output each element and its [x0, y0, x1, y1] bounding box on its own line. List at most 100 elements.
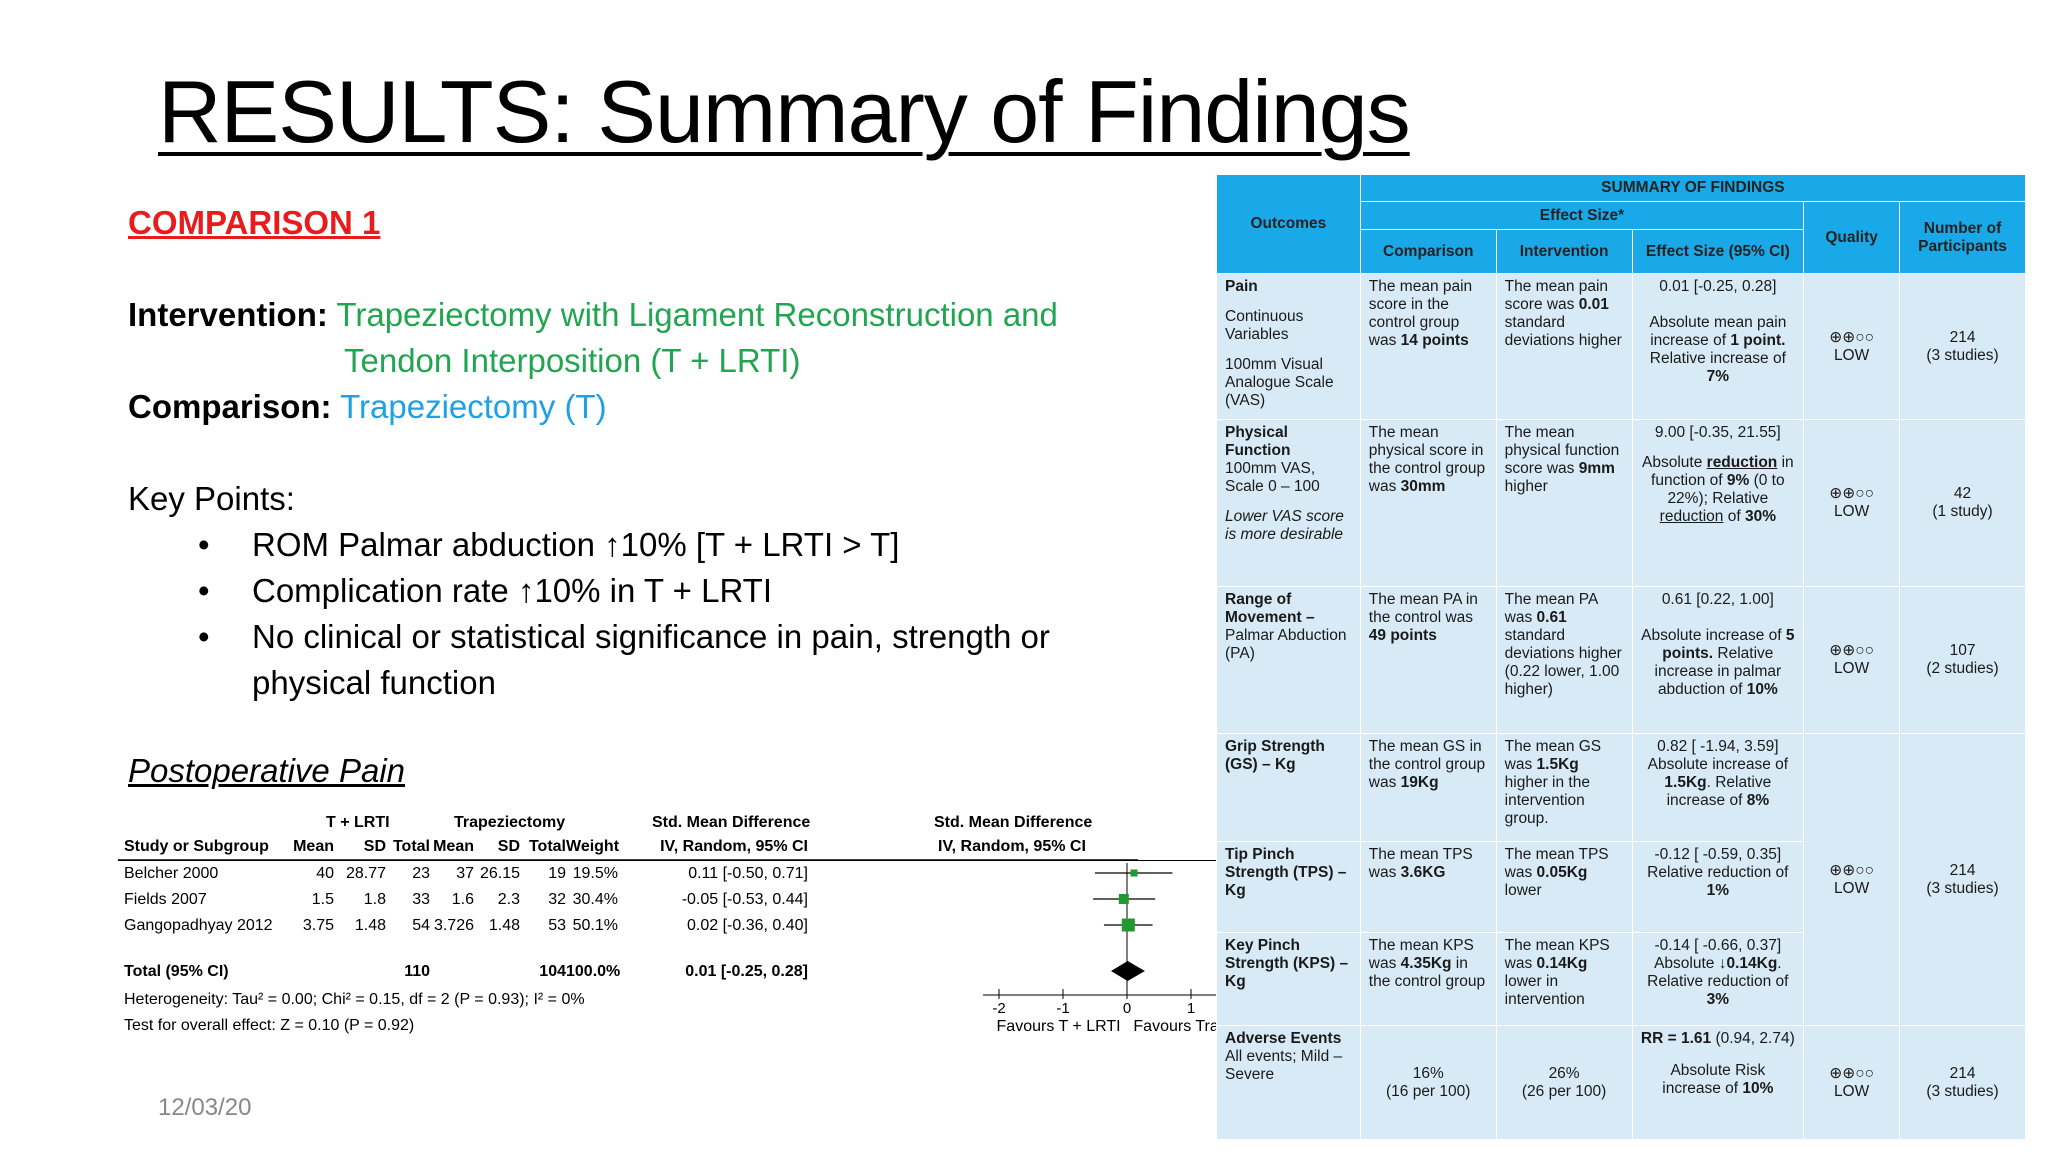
participants-count: 214 [1949, 328, 1976, 346]
effect-value: reduction [1706, 454, 1778, 472]
row-range-of-movement: Range of Movement – Palmar Abduction (PA)… [1216, 585, 2026, 735]
effect-ci: (0.94, 2.74) [1711, 1030, 1795, 1048]
intervention-header: Intervention [1495, 228, 1633, 275]
comparison-text: (16 per 100) [1385, 1082, 1471, 1100]
key-point: ROM Palmar abduction ↑10% [T + LRTI > T] [198, 522, 1188, 568]
studies-count: (3 studies) [1926, 879, 1999, 897]
col-weight: Weight [566, 838, 620, 855]
summary-of-findings-table: Outcomes SUMMARY OF FINDINGS Effect Size… [1216, 173, 2027, 1140]
effect-ci: 9.00 [-0.35, 21.55] [1654, 424, 1781, 442]
effect-value: 9% [1726, 472, 1750, 490]
participants-cell: 42 (1 study) [1899, 419, 2026, 587]
outcome-name: Tip Pinch Strength (TPS) – Kg [1225, 845, 1347, 899]
effect-value: 10% [1742, 1080, 1774, 1098]
outcome-name: Physical Function [1225, 424, 1291, 460]
quality-label: LOW [1833, 1082, 1870, 1100]
comparison-value: 49 points [1368, 626, 1437, 644]
key-points-label: Key Points: [128, 480, 295, 517]
axis-tick-label: -1 [1056, 1000, 1069, 1017]
effect-text: . Relative increase of [1666, 774, 1772, 810]
outcome-cell: Adverse Events All events; Mild – Severe [1216, 1025, 1361, 1140]
col-mean2: Mean [433, 838, 474, 855]
effect-value: 8% [1746, 792, 1770, 810]
effect-text: in function of [1651, 454, 1794, 490]
effect-value: 1.5Kg [1664, 774, 1707, 792]
effect-ci: 0.82 [ -1.94, 3.59] [1657, 738, 1779, 756]
row-ci: 0.11 [-0.50, 0.71] [688, 865, 808, 882]
effect-value: 1% [1706, 881, 1730, 899]
total-n2: 104 [539, 963, 566, 980]
effect-text: Absolute Risk increase of [1662, 1062, 1766, 1098]
outcome-cell: Pain Continuous Variables 100mm Visual Ana… [1216, 273, 1361, 421]
axis-tick-label: 1 [1187, 1000, 1195, 1017]
effect-cell: 0.61 [0.22, 1.00] Absolute increase of 5 … [1631, 585, 1805, 735]
comparison-heading: COMPARISON 1 [128, 204, 381, 241]
intervention-value: 26% [1548, 1064, 1580, 1082]
slide-date: 12/03/20 [158, 1094, 252, 1121]
effect-value: 3% [1706, 991, 1730, 1009]
forest-plot: T + LRTI Trapeziectomy Std. Mean Differe… [118, 805, 1300, 1055]
quality-cell: ⊕⊕○○ LOW [1803, 273, 1901, 421]
comparison-text: The mean physical score in the control g… [1368, 424, 1486, 496]
group1-header: T + LRTI [326, 814, 390, 831]
intervention-text: The mean GS was [1504, 738, 1602, 774]
heterogeneity-text: Heterogeneity: Tau² = 0.00; Chi² = 0.15,… [124, 991, 585, 1008]
effect-cell: 9.00 [-0.35, 21.55] Absolute reduction in… [1631, 419, 1805, 587]
col-sd2: SD [497, 838, 520, 855]
comparison-value: 30mm [1400, 478, 1446, 496]
studies-count: (3 studies) [1926, 346, 1999, 364]
intervention-value: 0.14Kg [1536, 955, 1588, 973]
total-label: Total (95% CI) [124, 963, 229, 980]
intervention-value: 9mm [1578, 460, 1615, 478]
comparison-text: The mean TPS was [1368, 845, 1473, 881]
participants-cell: 214 (3 studies) [1899, 273, 2026, 421]
key-points-list: ROM Palmar abduction ↑10% [T + LRTI > T]… [128, 522, 1188, 706]
row-weight: 19.5% [572, 865, 618, 882]
overall-effect-text: Test for overall effect: Z = 0.10 (P = 0… [124, 1017, 415, 1034]
comparison-text: in the control group [1368, 955, 1486, 991]
effect-text: . Relative reduction of [1647, 955, 1789, 991]
outcome-name: Adverse Events [1225, 1030, 1342, 1048]
quality-label: LOW [1833, 502, 1870, 520]
comparison-text: The mean GS in the control group was [1368, 738, 1486, 792]
intervention-cell: The mean GS was 1.5Kg higher in the inte… [1495, 733, 1633, 842]
comparison-value: 4.35Kg [1400, 955, 1452, 973]
effect-text: Absolute increase of [1647, 756, 1789, 774]
row-mean1: 3.75 [302, 917, 334, 934]
group2-header: Trapeziectomy [454, 814, 566, 831]
intervention-text: The mean physical function score was [1504, 424, 1620, 478]
point-estimate [1118, 894, 1129, 904]
row-total1: 33 [412, 891, 430, 908]
intervention-value: 0.01 [1578, 296, 1609, 314]
postoperative-pain-heading: Postoperative Pain [128, 752, 406, 789]
row-sd1: 28.77 [345, 865, 386, 882]
effect-header: Effect Size (95% CI) [1631, 228, 1805, 275]
smd-sub: IV, Random, 95% CI [660, 838, 808, 855]
outcomes-header: Outcomes [1216, 173, 1361, 275]
participants-cell: 214 (3 studies) [1899, 733, 2026, 1027]
quality-cell: ⊕⊕○○ LOW [1803, 585, 1901, 735]
studies-count: (2 studies) [1926, 659, 1999, 677]
outcome-name: Range of Movement – [1225, 590, 1315, 626]
point-estimate [1121, 918, 1135, 932]
row-mean1: 1.5 [311, 891, 334, 908]
total-ci: 0.01 [-0.25, 0.28] [685, 963, 808, 980]
comparison-label: Comparison: [128, 388, 332, 425]
effect-text: (0 to 22%); Relative [1667, 472, 1785, 508]
outcome-detail: 100mm Visual Analogue Scale (VAS) [1225, 356, 1334, 410]
effect-text: Absolute increase of [1641, 626, 1786, 644]
effect-text: Relative increase of [1649, 350, 1786, 368]
outcome-detail: All events; Mild – Severe [1225, 1048, 1343, 1084]
col-mean1: Mean [293, 838, 334, 855]
outcome-name: Grip Strength (GS) – Kg [1225, 738, 1325, 774]
comparison-cell: The mean physical score in the control g… [1359, 419, 1497, 587]
row-mean1: 40 [316, 865, 334, 882]
effect-value: 0.14Kg [1726, 955, 1778, 973]
quality-label: LOW [1833, 659, 1870, 677]
comparison-text: The mean pain score in the control group… [1368, 278, 1473, 350]
col-sd1: SD [363, 838, 386, 855]
outcome-cell: Range of Movement – Palmar Abduction (PA) [1216, 585, 1361, 735]
outcome-detail: Palmar Abduction (PA) [1225, 626, 1347, 662]
participants-count: 107 [1949, 641, 1976, 659]
effect-text: Absolute mean pain increase of [1649, 314, 1787, 350]
